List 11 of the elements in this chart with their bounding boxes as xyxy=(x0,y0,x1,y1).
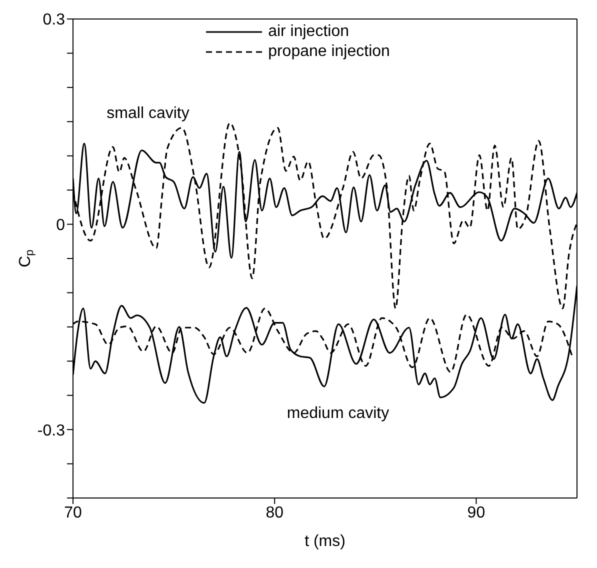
x-tick-label: 80 xyxy=(266,504,284,522)
y-tick-label: -0.3 xyxy=(37,422,66,440)
annotation: medium cavity xyxy=(286,405,390,423)
y-tick-label: 0.3 xyxy=(42,12,66,29)
annotation: small cavity xyxy=(106,105,190,123)
legend-label: air injection xyxy=(268,22,349,42)
x-tick-label: 70 xyxy=(64,504,82,522)
y-tick-label: 0 xyxy=(56,216,66,234)
x-axis-title: t (ms) xyxy=(304,533,346,550)
x-tick-label: 90 xyxy=(467,504,486,522)
legend-label: propane injection xyxy=(268,42,390,62)
